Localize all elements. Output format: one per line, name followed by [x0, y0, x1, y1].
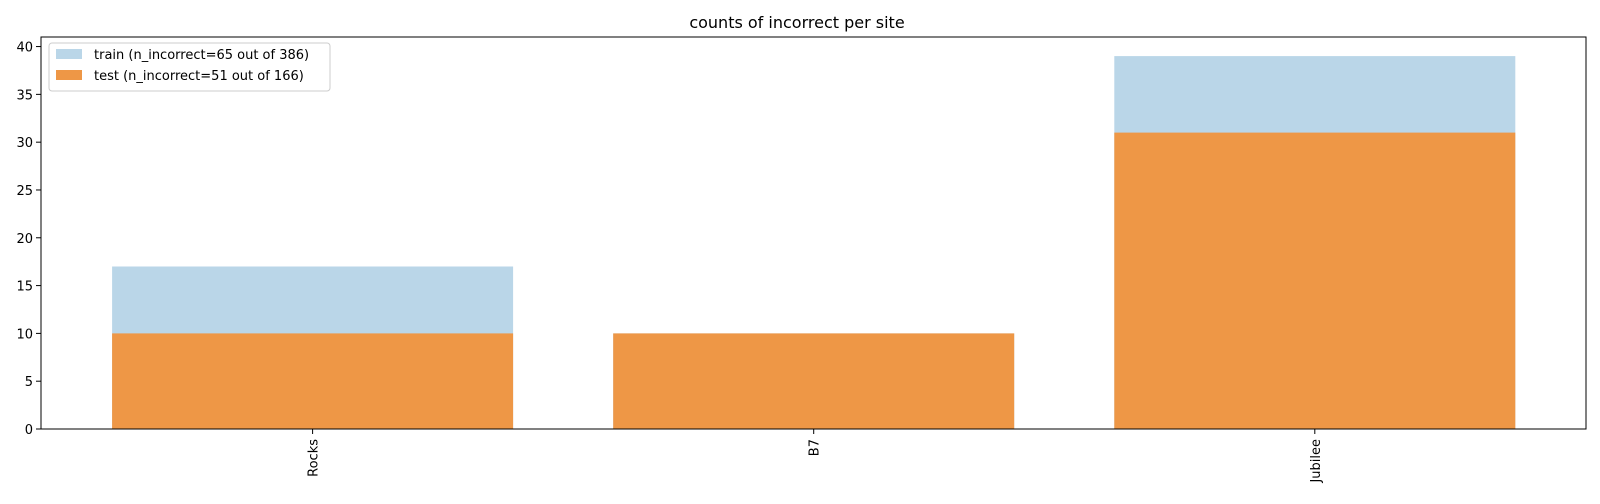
chart-title: counts of incorrect per site: [689, 13, 904, 32]
legend-label-train: train (n_incorrect=65 out of 386): [94, 48, 309, 63]
y-tick-label: 40: [16, 41, 33, 56]
legend-swatch-train: [56, 49, 82, 59]
bar-test-rocks: [112, 333, 514, 429]
y-tick-label: 5: [25, 375, 33, 390]
y-tick-label: 20: [16, 232, 33, 247]
y-tick-label: 15: [16, 280, 33, 295]
y-tick-label: 10: [16, 327, 33, 342]
x-tick-label-rocks: Rocks: [307, 439, 322, 477]
legend-swatch-test: [56, 70, 82, 80]
x-tick-label-b7: B7: [808, 439, 823, 456]
bar-test-jubilee: [1114, 132, 1516, 429]
y-tick-label: 25: [16, 184, 33, 199]
y-tick-label: 0: [25, 423, 33, 438]
x-axis: Rocks B7 Jubilee: [307, 429, 1324, 484]
legend-label-test: test (n_incorrect=51 out of 166): [94, 69, 304, 84]
y-tick-label: 35: [16, 88, 33, 103]
y-axis: 0 5 10 15 20 25 30 35 40: [16, 41, 41, 438]
legend-box: [48, 42, 331, 92]
bars-layer: [112, 56, 1516, 429]
x-tick-label-jubilee: Jubilee: [1309, 439, 1324, 484]
y-tick-label: 30: [16, 136, 33, 151]
legend: train (n_incorrect=65 out of 386) test (n…: [48, 42, 331, 92]
bar-test-b7: [613, 333, 1015, 429]
